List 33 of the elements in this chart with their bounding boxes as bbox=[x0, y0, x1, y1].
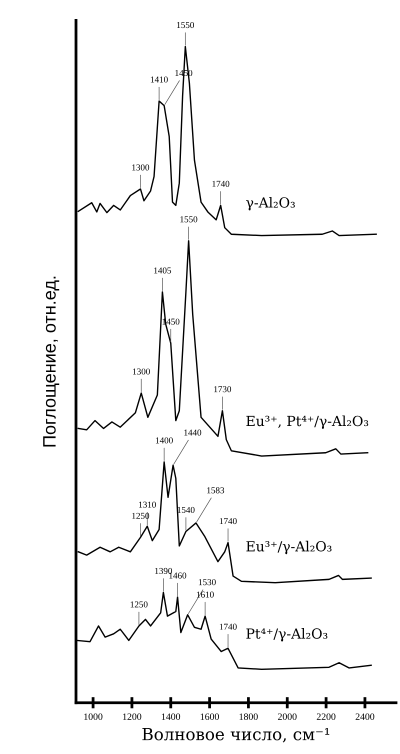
annotation: 1540 bbox=[178, 506, 195, 513]
annotation: 1530 bbox=[198, 579, 216, 586]
annotation: 1740 bbox=[220, 518, 237, 524]
x-tick-label: 2400 bbox=[356, 713, 374, 720]
y-axis-title: Поглощение, отн.ед. bbox=[43, 276, 60, 447]
annotation: 1730 bbox=[214, 386, 232, 392]
x-tick-label: 1800 bbox=[240, 713, 258, 720]
annotation: 1390 bbox=[155, 568, 172, 574]
annotation: 1583 bbox=[207, 487, 224, 494]
annotation: 1300 bbox=[133, 368, 150, 375]
annotation: 1300 bbox=[132, 164, 150, 170]
x-tick-label: 1000 bbox=[84, 713, 102, 720]
annotation: 1440 bbox=[184, 430, 202, 436]
series-label: Eu³⁺, Pt⁴⁺/γ-Al₂O₃ bbox=[246, 415, 368, 429]
annotation: 1550 bbox=[177, 22, 194, 28]
series-label: Pt⁴⁺/γ-Al₂O₃ bbox=[246, 628, 328, 642]
annotation: 1410 bbox=[150, 76, 168, 83]
annotation: 1740 bbox=[212, 180, 230, 187]
series-label: Eu³⁺/γ-Al₂O₃ bbox=[246, 540, 332, 554]
annotation: 1460 bbox=[169, 572, 186, 579]
annotation: 1550 bbox=[180, 216, 198, 222]
x-tick-label: 1600 bbox=[200, 713, 219, 720]
annotation: 1310 bbox=[139, 502, 156, 508]
series-label: γ-Al₂O₃ bbox=[246, 196, 295, 210]
x-tick-label: 1200 bbox=[123, 713, 142, 720]
x-tick-label: 1400 bbox=[162, 713, 180, 720]
annotation: 1400 bbox=[156, 437, 173, 444]
x-tick-label: 2200 bbox=[316, 713, 336, 720]
x-axis-title: Волновое число, см⁻¹ bbox=[142, 728, 330, 742]
annotation: 1740 bbox=[220, 624, 237, 630]
x-tick-label: 2000 bbox=[278, 713, 297, 720]
annotation: 1250 bbox=[130, 601, 148, 608]
annotation: 1405 bbox=[154, 267, 172, 274]
